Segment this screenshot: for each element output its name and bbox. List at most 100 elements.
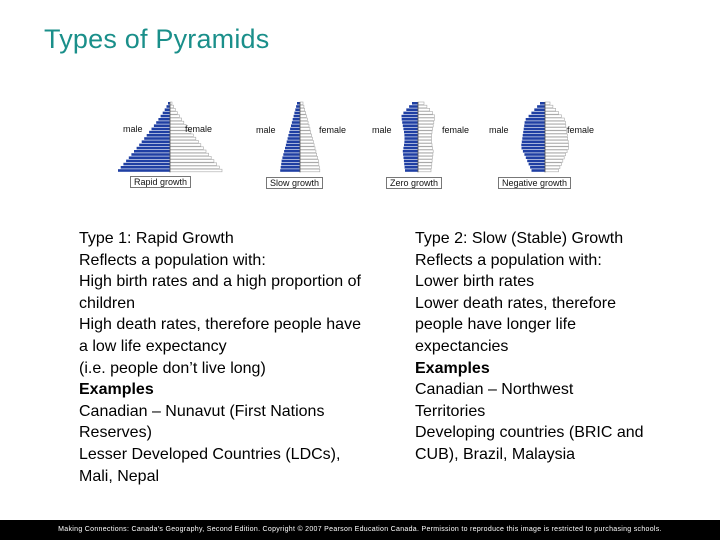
male-bar — [123, 162, 170, 166]
female-bar — [417, 120, 435, 125]
male-bar — [521, 143, 545, 147]
female-bar — [544, 165, 561, 169]
male-bar — [136, 146, 170, 150]
female-bar — [544, 159, 564, 163]
male-bar — [285, 143, 300, 147]
female-bar — [169, 111, 178, 115]
male-bar — [288, 134, 300, 137]
female-bar — [169, 165, 220, 169]
female-bar — [544, 104, 554, 109]
male-bar — [521, 146, 545, 150]
male-bar — [281, 159, 300, 163]
female-bar — [417, 130, 433, 134]
female-bar — [417, 165, 432, 169]
male-bar — [527, 159, 545, 163]
male-bar — [540, 102, 545, 105]
female-bar — [417, 136, 432, 141]
pyramids-graphic — [118, 101, 570, 173]
male-bar — [522, 137, 545, 140]
female-bar — [544, 101, 551, 105]
female-bar — [169, 168, 223, 173]
female-bar — [299, 104, 305, 109]
female-bar — [169, 143, 202, 147]
right-column-line: CUB), Brazil, Malaysia — [415, 445, 576, 463]
male-bar — [291, 121, 300, 124]
female-bar — [169, 108, 176, 112]
female-bar — [169, 117, 182, 121]
male-bar — [522, 150, 545, 153]
male-bar — [522, 134, 545, 137]
female-bar — [169, 114, 180, 118]
female-bar — [417, 140, 432, 144]
female-bar — [417, 114, 435, 118]
female-bar — [169, 124, 187, 128]
male-bar — [118, 169, 170, 172]
left-column-line: High death rates, therefore people have — [79, 316, 361, 334]
female-bar — [299, 108, 305, 112]
female-bar — [417, 149, 434, 153]
male-bar — [403, 146, 418, 150]
male-bar — [404, 166, 418, 169]
female-bar — [544, 111, 559, 115]
left-column-line: Lesser Developed Countries (LDCs), — [79, 445, 341, 463]
female-bar — [169, 162, 217, 166]
male-bar — [149, 130, 170, 134]
left-column-line: Canadian – Nunavut (First Nations — [79, 402, 325, 420]
right-column-line: expectancies — [415, 337, 509, 355]
male-bar — [146, 134, 170, 137]
male-bar — [297, 102, 300, 105]
pyramid-rapid-female-label: female — [185, 124, 213, 134]
female-bar — [417, 127, 433, 131]
male-bar — [534, 108, 545, 111]
male-bar — [280, 169, 300, 172]
male-bar — [166, 105, 170, 108]
male-bar — [162, 111, 170, 115]
male-bar — [524, 153, 545, 156]
female-bar — [544, 114, 562, 118]
female-bar — [417, 168, 432, 173]
pyramid-rapid-caption: Rapid growth — [130, 176, 192, 188]
male-bar — [285, 146, 300, 150]
footer-bar: Making Connections: Canada's Geography, … — [0, 520, 720, 540]
female-bar — [417, 152, 434, 157]
female-bar — [417, 159, 433, 163]
male-bar — [521, 140, 545, 143]
male-bar — [524, 124, 545, 127]
male-bar — [281, 162, 300, 166]
male-bar — [120, 166, 170, 169]
pyramid-zero-caption: Zero growth — [386, 177, 443, 189]
left-column-line: Reflects a population with: — [79, 251, 266, 269]
right-column-line: Territories — [415, 402, 486, 420]
female-bar — [544, 152, 566, 157]
male-bar — [401, 118, 418, 121]
female-bar — [544, 143, 570, 147]
male-bar — [293, 114, 300, 118]
female-bar — [299, 159, 319, 163]
male-bar — [134, 150, 170, 153]
female-bar — [169, 140, 199, 144]
pyramid-zero-female-label: female — [442, 125, 470, 135]
left-column-line: Mali, Nepal — [79, 467, 160, 485]
male-bar — [158, 118, 170, 121]
male-bar — [283, 153, 300, 156]
male-bar — [406, 108, 418, 111]
right-column-line: Canadian – Northwest — [415, 381, 574, 399]
female-bar — [544, 130, 568, 134]
female-bar — [417, 101, 425, 105]
male-bar — [412, 102, 418, 105]
male-bar — [287, 137, 300, 140]
male-bar — [126, 159, 170, 163]
female-bar — [299, 146, 316, 150]
left-column-line: a low life expectancy — [79, 337, 227, 355]
male-bar — [404, 143, 418, 147]
female-bar — [299, 156, 318, 160]
female-bar — [169, 159, 215, 163]
male-bar — [294, 111, 300, 115]
pyramid-negative-male-label: male — [489, 125, 509, 135]
male-bar — [289, 130, 300, 134]
left-column-line: (i.e. people don’t live long) — [79, 359, 266, 377]
male-bar — [280, 166, 300, 169]
female-bar — [544, 149, 568, 153]
male-bar — [292, 118, 300, 121]
female-bar — [544, 117, 565, 121]
